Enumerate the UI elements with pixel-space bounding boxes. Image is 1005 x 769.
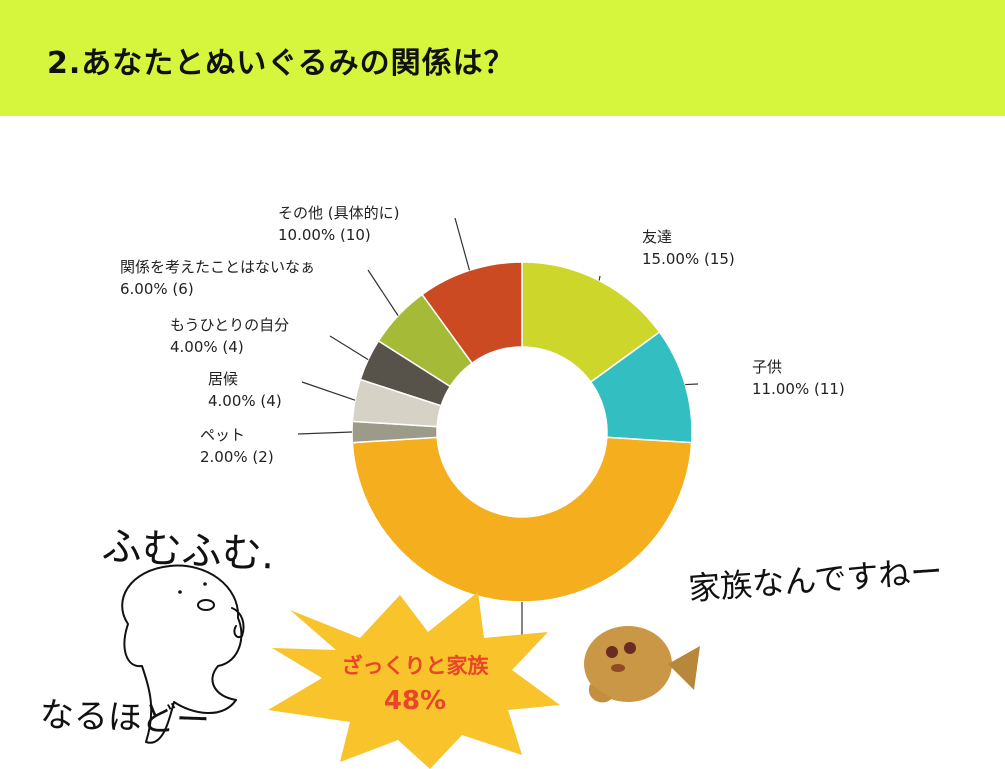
slice-label-value: 11.00% (11) bbox=[752, 380, 845, 398]
slice-label-name: 子供 bbox=[752, 358, 782, 376]
doodle-eye-icon bbox=[178, 590, 182, 594]
slice-label-name: 居候 bbox=[208, 370, 238, 388]
slice-label-value: 4.00% (4) bbox=[208, 392, 282, 410]
header-banner: 2.あなたとぬいぐるみの関係は？ bbox=[0, 0, 1005, 116]
leader-line bbox=[329, 335, 369, 361]
callout-percent: 48% bbox=[383, 686, 447, 716]
slice-7 bbox=[421, 261, 523, 365]
annotation-fumufumu: ふむふむ. bbox=[100, 523, 276, 579]
leader-line bbox=[297, 431, 353, 435]
slice-label-value: 2.00% (2) bbox=[200, 448, 274, 466]
doodle-mouth-icon bbox=[197, 599, 215, 611]
callout-label: ざっくりと家族 bbox=[341, 654, 489, 678]
slice-label-name: 関係を考えたことはないなぁ bbox=[120, 258, 315, 276]
slice-label-value: 10.00% (10) bbox=[278, 226, 371, 244]
slice-labels-group: 友達 15.00% (15) 子供 11.00% (11) ペット 2.00% (2) 居候… bbox=[120, 204, 845, 466]
doodle-hand-icon bbox=[231, 607, 245, 638]
starburst-callout: ざっくりと家族 48% bbox=[300, 650, 530, 716]
blob-character-doodle bbox=[121, 564, 243, 744]
plush-fish-image bbox=[584, 626, 700, 703]
annotation-naruhodo: なるほどー bbox=[39, 695, 211, 741]
slice-label-name: もうひとりの自分 bbox=[170, 316, 289, 334]
slice-2 bbox=[351, 436, 693, 603]
starburst-shape bbox=[268, 592, 560, 769]
leader-line bbox=[685, 383, 699, 386]
leader-line bbox=[301, 381, 356, 401]
leader-line bbox=[454, 217, 471, 271]
leader-line bbox=[598, 275, 601, 281]
page-title: 2.あなたとぬいぐるみの関係は？ bbox=[47, 46, 515, 81]
slice-label-value: 4.00% (4) bbox=[170, 338, 244, 356]
slice-label-name: 友達 bbox=[642, 228, 672, 246]
slices-group bbox=[351, 261, 693, 603]
leader-lines-group bbox=[297, 217, 699, 651]
slice-label-name: その他 (具体的に) bbox=[278, 204, 399, 222]
slice-label-value: 15.00% (15) bbox=[642, 250, 735, 268]
slice-label-name: ペット bbox=[200, 426, 245, 444]
slice-label-value: 6.00% (6) bbox=[120, 280, 194, 298]
doodle-eye-icon bbox=[203, 582, 207, 586]
leader-line bbox=[367, 269, 399, 316]
